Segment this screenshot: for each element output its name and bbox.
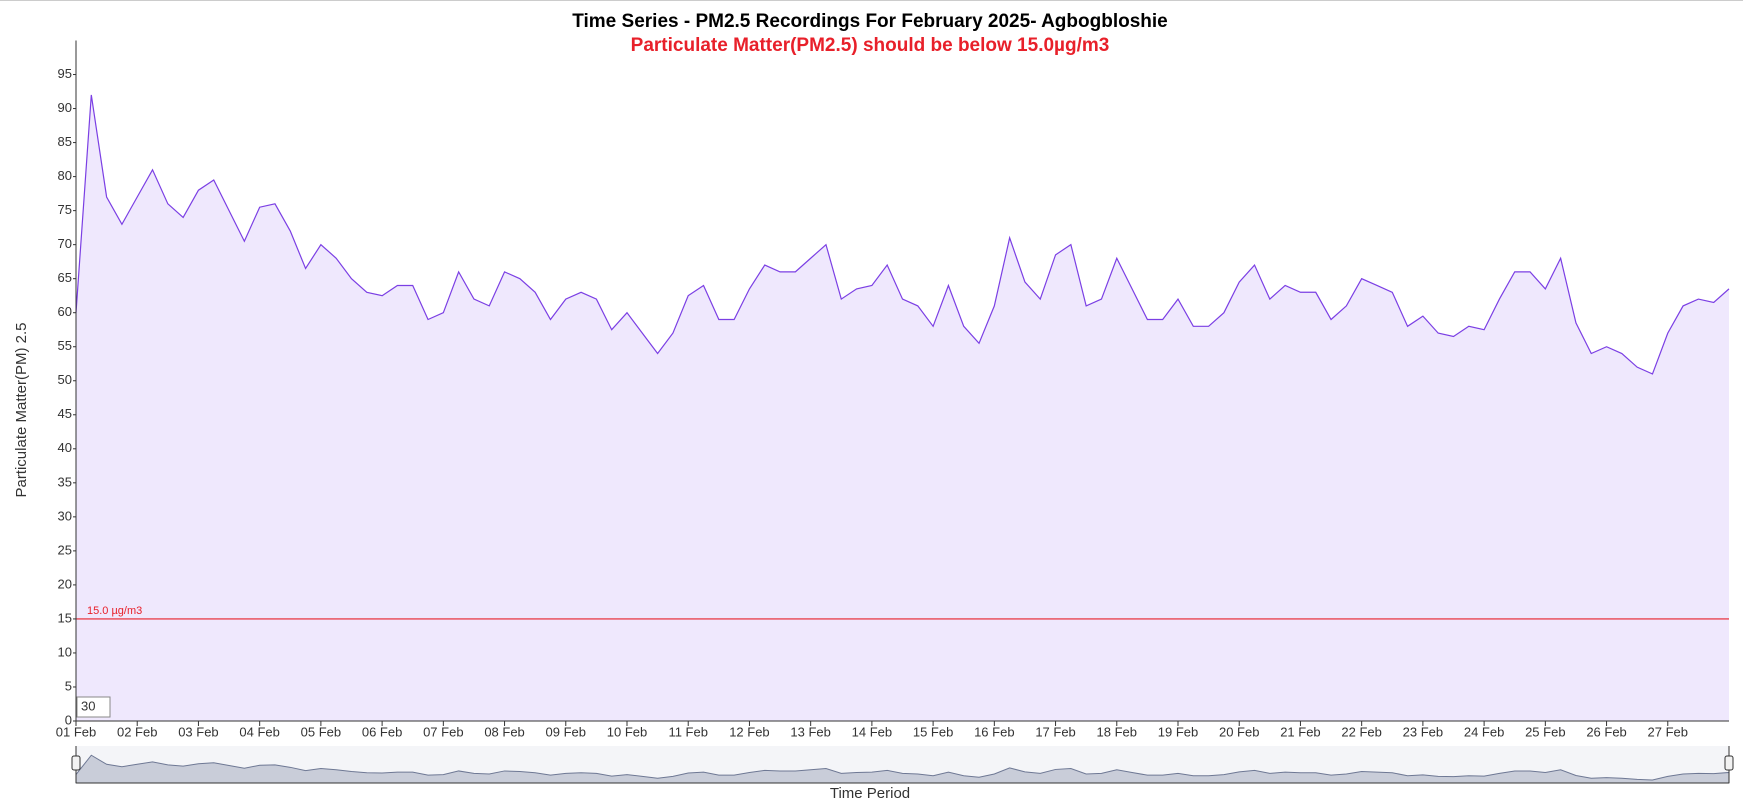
y-tick-label: 90 bbox=[58, 100, 72, 115]
navigator-handle-left[interactable] bbox=[71, 755, 81, 771]
y-tick-label: 55 bbox=[58, 338, 72, 353]
x-tick-label: 12 Feb bbox=[729, 724, 769, 739]
x-tick-label: 08 Feb bbox=[484, 724, 524, 739]
x-tick-label: 04 Feb bbox=[239, 724, 279, 739]
y-tick-label: 30 bbox=[58, 508, 72, 523]
y-tick-label: 45 bbox=[58, 406, 72, 421]
y-tick-label: 40 bbox=[58, 440, 72, 455]
y-tick-label: 35 bbox=[58, 474, 72, 489]
y-tick-label: 80 bbox=[58, 168, 72, 183]
y-tick-label: 25 bbox=[58, 542, 72, 557]
y-tick-label: 0 bbox=[65, 712, 72, 727]
threshold-label: 15.0 µg/m3 bbox=[87, 605, 142, 617]
chart-title: Time Series - PM2.5 Recordings For Febru… bbox=[572, 11, 1168, 32]
y-tick-label: 20 bbox=[58, 576, 72, 591]
x-tick-label: 19 Feb bbox=[1158, 724, 1198, 739]
y-tick-label: 50 bbox=[58, 372, 72, 387]
y-tick-label: 5 bbox=[65, 678, 72, 693]
x-tick-label: 27 Feb bbox=[1648, 724, 1688, 739]
range-input-box[interactable] bbox=[76, 696, 111, 718]
x-tick-label: 23 Feb bbox=[1403, 724, 1443, 739]
y-tick-label: 95 bbox=[58, 66, 72, 81]
x-tick-label: 21 Feb bbox=[1280, 724, 1320, 739]
navigator-area bbox=[75, 754, 1730, 784]
x-tick-label: 05 Feb bbox=[301, 724, 341, 739]
x-tick-label: 10 Feb bbox=[607, 724, 647, 739]
x-tick-label: 13 Feb bbox=[790, 724, 830, 739]
x-tick-label: 14 Feb bbox=[852, 724, 892, 739]
x-tick-label: 18 Feb bbox=[1097, 724, 1137, 739]
pm25-line bbox=[75, 94, 1730, 375]
x-tick-label: 17 Feb bbox=[1035, 724, 1075, 739]
x-tick-label: 02 Feb bbox=[117, 724, 157, 739]
x-tick-label: 01 Feb bbox=[56, 724, 96, 739]
x-tick-label: 06 Feb bbox=[362, 724, 402, 739]
x-tick-label: 09 Feb bbox=[546, 724, 586, 739]
y-tick-label: 15 bbox=[58, 610, 72, 625]
x-tick-label: 25 Feb bbox=[1525, 724, 1565, 739]
x-tick-label: 22 Feb bbox=[1341, 724, 1381, 739]
y-tick-label: 85 bbox=[58, 134, 72, 149]
y-tick-label: 65 bbox=[58, 270, 72, 285]
x-tick-label: 16 Feb bbox=[974, 724, 1014, 739]
navigator-handle-right[interactable] bbox=[1724, 755, 1734, 771]
y-tick-label: 70 bbox=[58, 236, 72, 251]
range-input[interactable]: 30 bbox=[81, 698, 95, 713]
x-tick-label: 07 Feb bbox=[423, 724, 463, 739]
chart-subtitle: Particulate Matter(PM2.5) should be belo… bbox=[631, 35, 1110, 56]
x-axis-label: Time Period bbox=[830, 785, 910, 802]
y-tick-label: 10 bbox=[58, 644, 72, 659]
y-axis-label: Particulate Matter(PM) 2.5 bbox=[13, 322, 30, 497]
y-tick-label: 75 bbox=[58, 202, 72, 217]
area-fill bbox=[76, 94, 1729, 721]
x-tick-label: 11 Feb bbox=[668, 724, 708, 739]
x-tick-label: 20 Feb bbox=[1219, 724, 1259, 739]
x-tick-label: 15 Feb bbox=[913, 724, 953, 739]
y-tick-label: 60 bbox=[58, 304, 72, 319]
x-tick-label: 26 Feb bbox=[1586, 724, 1626, 739]
x-tick-label: 03 Feb bbox=[178, 724, 218, 739]
x-tick-label: 24 Feb bbox=[1464, 724, 1504, 739]
